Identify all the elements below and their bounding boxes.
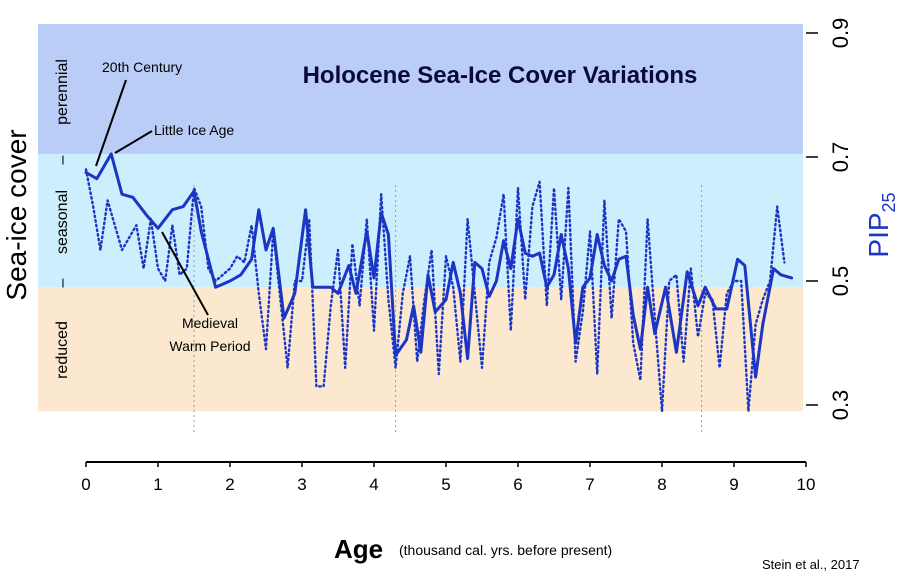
y-tick-labels: 0.3 0.5 0.7 0.9 xyxy=(806,18,853,421)
x-tick-label: 5 xyxy=(441,475,450,494)
left-axis-label: Sea-ice cover xyxy=(1,129,32,300)
x-tick-label: 8 xyxy=(657,475,666,494)
x-tick-label: 4 xyxy=(369,475,378,494)
series-line-solid xyxy=(84,152,794,379)
pip25-series xyxy=(84,152,794,413)
leader-20th-century xyxy=(95,79,127,167)
x-axis-label: Age xyxy=(334,534,383,564)
band-label-perennial: perennial xyxy=(54,59,71,125)
band-label-seasonal: seasonal xyxy=(54,190,71,254)
annotation-20th-century: 20th Century xyxy=(102,59,182,75)
leader-little-ice-age xyxy=(114,130,153,154)
annotation-little-ice-age: Little Ice Age xyxy=(154,122,234,138)
x-axis-label-note: (thousand cal. yrs. before present) xyxy=(399,542,612,558)
y-tick-label: 0.9 xyxy=(828,18,853,49)
band-separator-2: – xyxy=(54,155,71,164)
x-tick-label: 10 xyxy=(797,475,816,494)
y-tick-label: 0.3 xyxy=(828,390,853,421)
annotation-medieval: Medieval xyxy=(182,315,238,331)
band-label-reduced: reduced xyxy=(54,321,71,379)
right-axis-label-sub: 25 xyxy=(879,192,899,212)
reference-lines xyxy=(193,185,703,432)
x-tick-label: 1 xyxy=(153,475,162,494)
band-separator-1: – xyxy=(54,278,71,287)
y-tick-label: 0.7 xyxy=(828,142,853,173)
annotations: 20th Century Little Ice Age Medieval War… xyxy=(95,59,251,354)
sea-ice-bands xyxy=(38,24,803,412)
right-axis-label: PIP25 xyxy=(863,192,899,257)
x-tick-label: 6 xyxy=(513,475,522,494)
source-credit: Stein et al., 2017 xyxy=(762,557,860,572)
y-tick-label: 0.5 xyxy=(828,266,853,297)
leader-medieval-warm-period xyxy=(161,231,209,316)
x-tick-label: 9 xyxy=(729,475,738,494)
x-tick-label: 3 xyxy=(297,475,306,494)
x-tick-labels: 0 1 2 3 4 5 6 7 8 9 10 xyxy=(81,462,815,494)
band-perennial xyxy=(38,24,803,154)
annotation-warm-period: Warm Period xyxy=(169,338,250,354)
band-labels: reduced – seasonal – perennial xyxy=(54,59,71,379)
x-tick-label: 0 xyxy=(81,475,90,494)
right-axis-label-main: PIP xyxy=(863,212,894,257)
series-line-dotted xyxy=(84,168,786,413)
x-tick-label: 7 xyxy=(585,475,594,494)
chart-title: Holocene Sea-Ice Cover Variations xyxy=(303,62,698,89)
x-tick-label: 2 xyxy=(225,475,234,494)
svg-text:PIP25: PIP25 xyxy=(863,192,899,257)
